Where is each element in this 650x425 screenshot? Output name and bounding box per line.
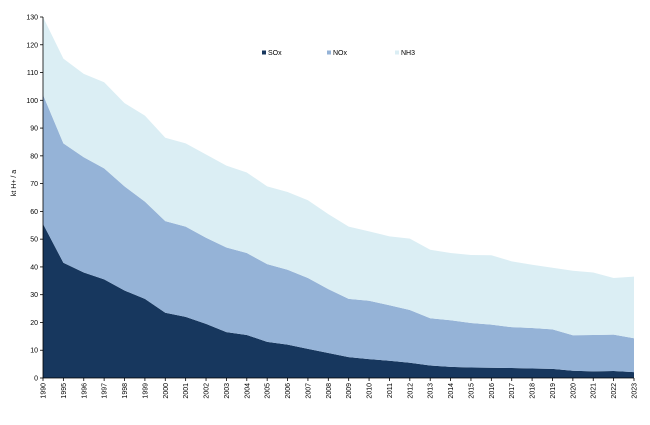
y-tick-label: 110: [27, 70, 38, 77]
legend-swatch: [327, 50, 331, 55]
y-tick-label: 60: [30, 209, 38, 216]
y-axis-label: kt H+ / a: [11, 170, 18, 196]
y-tick-label: 0: [34, 376, 38, 383]
x-tick-label: 2021: [591, 383, 598, 399]
x-tick-label: 1998: [122, 383, 129, 399]
x-tick-label: 2018: [530, 383, 537, 399]
x-tick-label: 2000: [163, 383, 170, 399]
y-tick-label: 10: [30, 348, 38, 355]
legend-swatch: [262, 50, 266, 55]
legend-item-nox: NOx: [327, 50, 348, 57]
legend-label: SOx: [268, 50, 282, 57]
y-tick-label: 50: [30, 237, 38, 244]
x-tick-label: 2001: [183, 383, 190, 399]
area-nh3: [43, 17, 634, 339]
series-areas: [43, 17, 634, 378]
x-tick-label: 2005: [265, 383, 272, 399]
y-tick-label: 90: [30, 126, 38, 133]
x-axis-ticks: 1990 1995 1996 1997 1998 1999 2000 2001 2002 2003…: [41, 378, 639, 399]
area-sox: [43, 223, 634, 378]
x-tick-label: 2019: [550, 383, 557, 399]
x-tick-label: 1996: [81, 383, 88, 399]
x-tick-label: 2015: [468, 383, 475, 399]
x-tick-label: 2014: [448, 383, 455, 399]
legend-item-nh3: NH3: [395, 50, 415, 57]
x-tick-label: 2012: [407, 383, 414, 399]
y-tick-label: 100: [26, 98, 38, 105]
y-axis-ticks: 0 10 20 30 40 50 60 70 80 90 100 110 120 130: [26, 15, 43, 383]
y-tick-label: 40: [30, 264, 38, 271]
y-tick-label: 80: [30, 153, 38, 160]
x-tick-label: 2020: [570, 383, 577, 399]
x-tick-label: 2004: [244, 383, 251, 399]
x-tick-label: 2007: [305, 383, 312, 399]
x-tick-label: 2016: [489, 383, 496, 399]
x-tick-label: 2017: [509, 383, 516, 399]
x-tick-label: 1990: [41, 383, 48, 399]
x-tick-label: 2010: [367, 383, 374, 399]
x-tick-label: 2003: [224, 383, 231, 399]
y-tick-label: 30: [30, 292, 38, 299]
x-tick-label: 2013: [428, 383, 435, 399]
legend-swatch: [395, 50, 399, 55]
area-nox: [43, 94, 634, 373]
x-tick-label: 2009: [346, 383, 353, 399]
x-tick-label: 2023: [632, 383, 639, 399]
y-tick-label: 130: [26, 15, 38, 22]
x-tick-label: 1999: [142, 383, 149, 399]
y-tick-label: 70: [30, 181, 38, 188]
x-tick-label: 1995: [61, 383, 68, 399]
x-tick-label: 2006: [285, 383, 292, 399]
legend-label: NOx: [333, 50, 348, 57]
x-tick-label: 1997: [102, 383, 109, 399]
y-tick-label: 20: [30, 320, 38, 327]
x-tick-label: 2022: [611, 383, 618, 399]
legend-label: NH3: [401, 50, 415, 57]
x-tick-label: 2008: [326, 383, 333, 399]
x-tick-label: 2002: [204, 383, 211, 399]
x-tick-label: 2011: [387, 383, 394, 398]
legend: SOx NOx NH3: [262, 50, 415, 57]
y-tick-label: 120: [26, 42, 38, 49]
legend-item-sox: SOx: [262, 50, 282, 57]
